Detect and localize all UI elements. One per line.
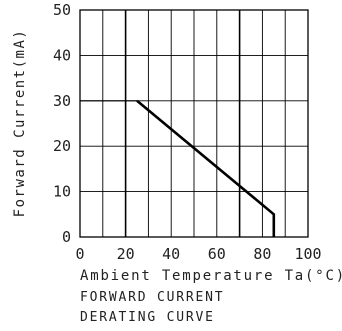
caption-line-1: FORWARD CURRENT [80,290,224,305]
plot-frame [79,9,309,238]
x-tick-labels: 0 20 40 60 80 100 [75,245,321,263]
x-tick-label-80: 80 [253,245,271,263]
derating-curve-line [136,99,276,237]
x-tick-label-20: 20 [117,245,135,263]
y-axis-label: Forward Current(mA) [12,29,28,218]
x-tick-label-60: 60 [208,245,226,263]
y-tick-labels: 0 10 20 30 40 50 [53,1,71,246]
y-tick-label-20: 20 [53,137,71,155]
y-tick-label-10: 10 [53,183,71,201]
caption-line-2: DERATING CURVE [80,310,215,325]
y-tick-label-40: 40 [53,46,71,64]
y-tick-label-30: 30 [53,92,71,110]
x-tick-label-100: 100 [294,245,321,263]
y-tick-label-0: 0 [62,228,71,246]
plot-border [79,9,309,238]
series-layer [80,99,276,238]
x-axis-label: Ambient Temperature Ta(°C) [80,268,342,284]
grid [80,10,308,237]
x-tick-label-40: 40 [162,245,180,263]
x-tick-label-0: 0 [75,245,84,263]
y-tick-label-50: 50 [53,1,71,19]
